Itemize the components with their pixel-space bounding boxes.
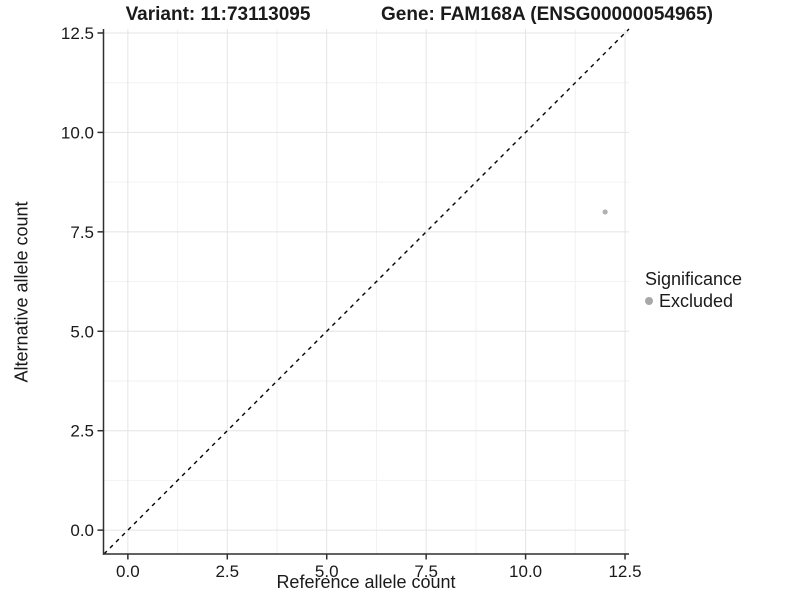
legend-item-excluded: Excluded <box>645 290 742 312</box>
plot-panel <box>104 29 629 554</box>
x-tick-label: 2.5 <box>215 562 239 581</box>
y-tick-label: 7.5 <box>70 223 94 242</box>
y-axis-title: Alternative allele count <box>11 201 32 383</box>
gene-title: Gene: FAM168A (ENSG00000054965) <box>381 4 713 25</box>
excluded-point-icon <box>645 297 653 305</box>
y-tick-label: 2.5 <box>70 422 94 441</box>
y-tick-label: 0.0 <box>70 521 94 540</box>
x-tick-label: 0.0 <box>116 562 140 581</box>
x-tick-label: 5.0 <box>315 562 339 581</box>
legend-title: Significance <box>645 269 743 289</box>
x-tick-label: 10.0 <box>509 562 542 581</box>
legend-item-label: Excluded <box>659 291 734 311</box>
x-tick-label: 7.5 <box>414 562 438 581</box>
y-tick-label: 12.5 <box>61 24 94 43</box>
x-tick-label: 12.5 <box>608 562 641 581</box>
legend: Significance Excluded <box>645 268 742 312</box>
x-axis-title: Reference allele count <box>276 572 456 592</box>
y-tick-label: 10.0 <box>61 123 94 142</box>
y-tick-label: 5.0 <box>70 322 94 341</box>
data-point-excluded <box>602 209 608 215</box>
variant-title: Variant: 11:73113095 <box>125 4 311 25</box>
